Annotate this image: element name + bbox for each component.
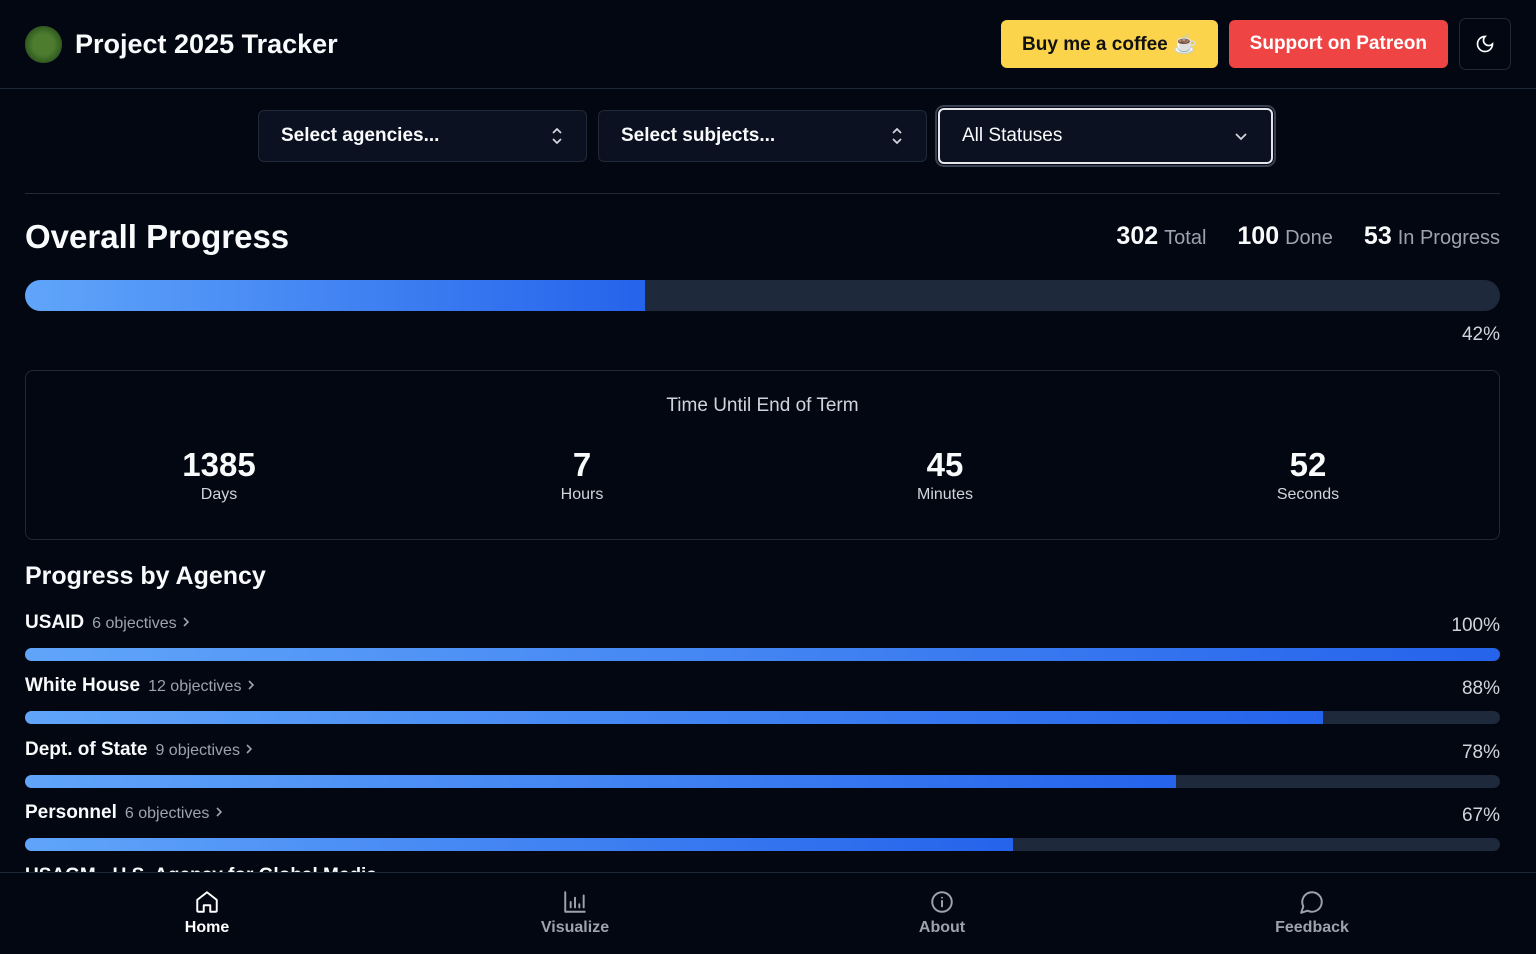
nav-item[interactable]: Feedback <box>1232 889 1392 937</box>
select-label: Select subjects... <box>621 125 776 146</box>
agency-objectives: 12 objectives <box>148 678 256 695</box>
agency-objectives: 6 objectives <box>125 805 224 822</box>
overall-percent: 42% <box>1461 324 1500 345</box>
agency-fill <box>25 837 1014 851</box>
filters: Select agencies... Select subjects... Al… <box>258 105 1276 167</box>
agency-track <box>25 711 1500 725</box>
stat-label: Total <box>1164 227 1207 249</box>
nav-label: Feedback <box>1275 919 1349 936</box>
countdown-unit: Seconds <box>1276 486 1340 503</box>
countdown-number: 7 <box>572 446 592 483</box>
countdown-cell: 45 Minutes <box>845 446 1045 504</box>
stat: 302 Total <box>1116 222 1206 251</box>
select-label: All Statuses <box>962 125 1063 146</box>
countdown-unit: Minutes <box>916 486 974 503</box>
chevron <box>183 617 190 627</box>
agency-name[interactable]: Dept. of State 9 objectives <box>25 739 254 761</box>
agency-fill <box>25 774 1176 788</box>
agency-name[interactable]: White House 12 objectives <box>25 675 256 697</box>
countdown: Time Until End of Term 1385 Days 7 Hours 45 M… <box>25 370 1500 540</box>
overall-fill <box>25 280 645 311</box>
nav-label: Home <box>184 919 230 936</box>
agency-objectives: 6 objectives <box>92 615 191 632</box>
agency-label: White House <box>25 675 141 697</box>
countdown-cell: 52 Seconds <box>1208 446 1408 504</box>
agency-percent: 67% <box>1461 804 1500 826</box>
countdown-number: 45 <box>926 446 964 483</box>
agency-track <box>25 648 1500 661</box>
agency-objectives: 9 objectives <box>155 742 254 759</box>
stat-value: 53 <box>1363 222 1392 250</box>
agency-name[interactable]: Personnel 6 objectives <box>25 802 224 824</box>
bottom-nav: Home Visualize About Feedback <box>0 872 1536 954</box>
agency-name[interactable]: USAID 6 objectives <box>25 612 191 634</box>
chevron <box>246 744 253 754</box>
stat-label: In Progress <box>1397 227 1500 249</box>
nav-icon <box>564 891 586 913</box>
agency-percent: 78% <box>1461 741 1500 763</box>
agency-label: USAID <box>25 612 85 633</box>
nav-label: Visualize <box>540 919 610 936</box>
coffee-button[interactable]: Buy me a coffee ☕ <box>1001 20 1218 68</box>
agency-fill <box>25 711 1323 725</box>
agency-track <box>25 774 1500 788</box>
overall-stats: 302 Total 100 Done 53 In Progress <box>1116 222 1500 251</box>
countdown-title: Time Until End of Term <box>666 395 859 416</box>
countdown-number: 1385 <box>182 446 256 483</box>
chevron <box>248 680 255 690</box>
select-label: Select agencies... <box>281 125 440 146</box>
theme-toggle[interactable] <box>1459 18 1511 70</box>
agency-label: Personnel <box>25 801 117 823</box>
nav-icon <box>931 891 953 913</box>
header: Project 2025 Tracker Buy me a coffee ☕ S… <box>0 0 1536 89</box>
stat-value: 100 <box>1237 222 1280 250</box>
status-select[interactable]: All Statuses <box>935 105 1276 167</box>
nav-item[interactable]: About <box>862 889 1022 937</box>
patreon-button[interactable]: Support on Patreon <box>1228 20 1448 68</box>
logo[interactable] <box>25 25 62 63</box>
countdown-unit: Hours <box>560 486 604 503</box>
stat: 100 Done <box>1237 222 1333 251</box>
agency-percent: 100% <box>1451 615 1500 636</box>
countdown-number: 52 <box>1289 446 1327 483</box>
chevron <box>216 807 222 817</box>
subject-select[interactable]: Select subjects... <box>598 110 927 162</box>
header-buttons: Buy me a coffee ☕ Support on Patreon <box>1001 18 1511 70</box>
nav-icon <box>1300 891 1323 914</box>
agency-percent: 88% <box>1461 678 1500 700</box>
nav-icon <box>196 891 218 913</box>
agency-select[interactable]: Select agencies... <box>258 110 587 162</box>
agency-title: Progress by Agency <box>25 562 266 590</box>
stat: 53 In Progress <box>1364 222 1500 251</box>
agency-fill <box>25 648 1500 661</box>
brand-title[interactable]: Project 2025 Tracker <box>75 28 338 59</box>
countdown-unit: Days <box>200 486 238 503</box>
stat-label: Done <box>1285 227 1333 249</box>
countdown-cell: 1385 Days <box>119 446 319 504</box>
overall-title: Overall Progress <box>25 218 290 255</box>
agency-track <box>25 837 1500 851</box>
divider <box>25 193 1500 194</box>
nav-label: About <box>918 919 966 936</box>
stat-value: 302 <box>1116 222 1159 250</box>
overall-track <box>25 280 1500 311</box>
nav-item[interactable]: Home <box>127 889 287 937</box>
countdown-cell: 7 Hours <box>482 446 682 504</box>
agency-label: Dept. of State <box>25 738 148 760</box>
nav-item[interactable]: Visualize <box>495 889 655 937</box>
